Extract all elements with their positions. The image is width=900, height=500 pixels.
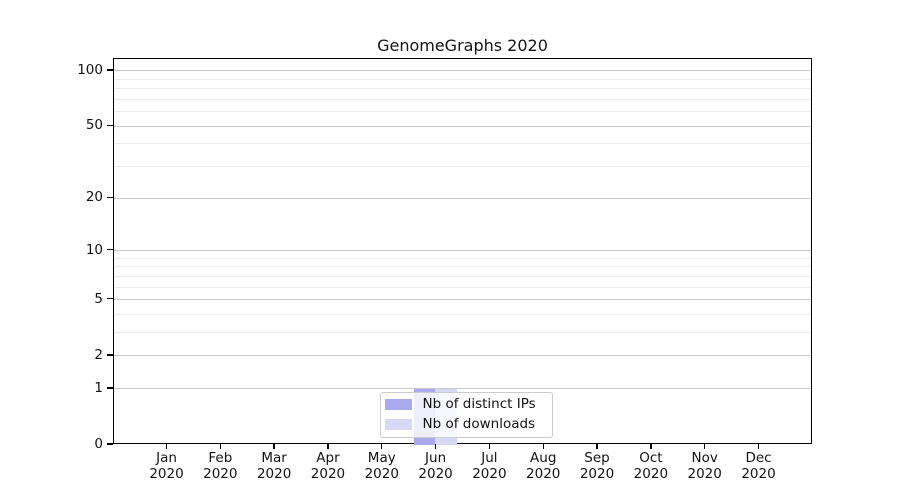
x-axis-tick-label: May 2020: [364, 450, 399, 482]
x-axis-tick-label: Nov 2020: [687, 450, 722, 482]
gridline-minor: [114, 111, 811, 113]
x-axis-tick-label: Jul 2020: [472, 450, 507, 482]
y-axis-tick: [106, 387, 113, 389]
gridline-major: [114, 355, 811, 357]
legend-entry-distinct-ips: Nb of distinct IPs: [381, 396, 552, 414]
gridline-minor: [114, 78, 811, 80]
gridline-minor: [114, 286, 811, 288]
gridline-major: [114, 197, 811, 199]
gridline-minor: [114, 266, 811, 268]
y-axis-tick-label: 10: [85, 241, 103, 258]
y-axis-tick: [106, 298, 113, 300]
y-axis-tick-label: 1: [94, 379, 103, 396]
x-axis-tick-label: Apr 2020: [310, 450, 346, 482]
x-axis-tick: [703, 444, 706, 449]
y-axis-tick-label: 5: [94, 290, 103, 307]
x-axis-tick: [488, 444, 491, 449]
x-axis-tick-label: Oct 2020: [633, 450, 669, 482]
gridline-major: [114, 70, 811, 72]
gridline-minor: [114, 88, 811, 90]
gridline-minor: [114, 143, 811, 145]
y-axis-tick: [106, 354, 113, 356]
legend-label-distinct-ips: Nb of distinct IPs: [422, 396, 536, 412]
x-axis-tick-label: Aug 2020: [526, 450, 561, 482]
y-axis-tick-label: 2: [94, 346, 103, 363]
y-axis-tick: [106, 69, 113, 71]
x-axis-tick: [381, 444, 383, 449]
y-axis-tick: [106, 196, 113, 198]
x-axis-tick: [757, 444, 760, 449]
gridline-major: [114, 125, 811, 127]
x-axis-tick: [219, 444, 221, 449]
gridline-major: [114, 250, 811, 252]
x-axis-tick: [273, 444, 275, 449]
gridline-minor: [114, 275, 811, 277]
gridline-minor: [114, 314, 811, 316]
x-axis-tick: [650, 444, 652, 449]
gridline-minor: [114, 257, 811, 259]
plot-area: [113, 58, 812, 445]
legend-label-downloads: Nb of downloads: [422, 416, 536, 432]
x-axis-tick: [327, 444, 329, 449]
x-axis-tick-label: Feb 2020: [203, 450, 238, 482]
x-axis-tick-label: Dec 2020: [741, 450, 776, 482]
x-axis-tick: [542, 444, 544, 449]
x-axis-tick-label: Jun 2020: [418, 450, 453, 482]
legend-entry-downloads: Nb of downloads: [381, 416, 552, 434]
gridline-major: [114, 388, 811, 390]
y-axis-tick: [106, 443, 113, 445]
legend: Nb of distinct IPs Nb of downloads: [379, 391, 553, 438]
y-axis-tick-label: 0: [94, 436, 103, 452]
y-axis-tick-label: 50: [85, 117, 103, 134]
x-axis-tick-label: Jan 2020: [149, 450, 184, 482]
legend-swatch-distinct-ips: [384, 399, 412, 410]
chart-title: GenomeGraphs 2020: [377, 36, 548, 55]
y-axis-tick-label: 100: [77, 61, 103, 78]
x-axis-tick: [165, 444, 168, 449]
x-axis-tick-label: Sep 2020: [579, 450, 615, 482]
gridline-minor: [114, 332, 811, 334]
gridline-minor: [114, 166, 811, 168]
gridline-minor: [114, 98, 811, 100]
gridline-major: [114, 299, 811, 301]
y-axis-tick: [106, 124, 113, 126]
legend-swatch-downloads: [384, 419, 412, 430]
x-axis-tick-label: Mar 2020: [256, 450, 292, 482]
x-axis-tick: [434, 444, 437, 449]
x-axis-tick: [596, 444, 598, 449]
y-axis-tick-label: 20: [85, 189, 103, 206]
y-axis-tick: [106, 248, 113, 251]
